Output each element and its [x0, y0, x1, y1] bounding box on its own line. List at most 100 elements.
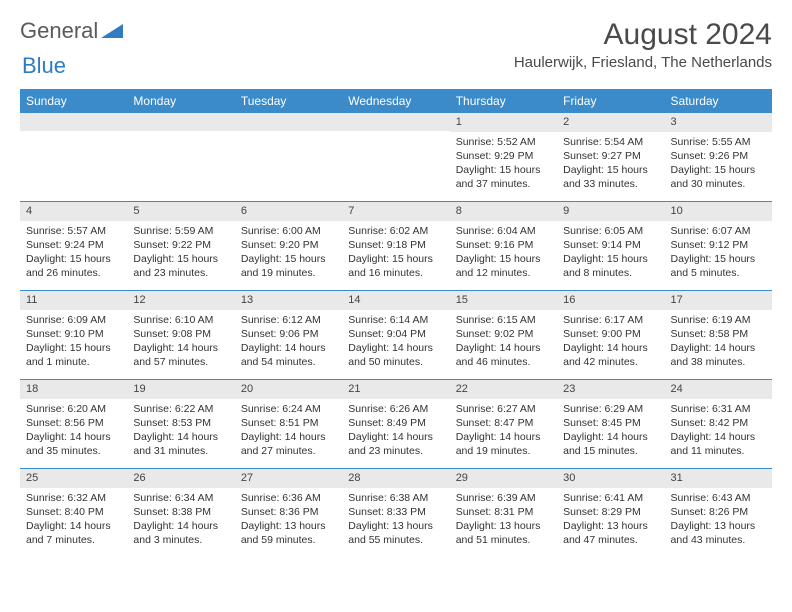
sunrise-text: Sunrise: 5:57 AM — [26, 224, 121, 238]
sunset-text: Sunset: 8:38 PM — [133, 505, 228, 519]
cell-body: Sunrise: 6:24 AMSunset: 8:51 PMDaylight:… — [235, 399, 342, 465]
daylight-text: Daylight: 14 hours and 57 minutes. — [133, 341, 228, 369]
sunrise-text: Sunrise: 6:19 AM — [671, 313, 766, 327]
daylight-text: Daylight: 14 hours and 42 minutes. — [563, 341, 658, 369]
sunset-text: Sunset: 9:06 PM — [241, 327, 336, 341]
logo-text-part2: Blue — [22, 53, 66, 78]
day-number — [235, 113, 342, 131]
sunset-text: Sunset: 9:10 PM — [26, 327, 121, 341]
sunrise-text: Sunrise: 6:07 AM — [671, 224, 766, 238]
sunset-text: Sunset: 8:58 PM — [671, 327, 766, 341]
daylight-text: Daylight: 14 hours and 35 minutes. — [26, 430, 121, 458]
daylight-text: Daylight: 14 hours and 31 minutes. — [133, 430, 228, 458]
calendar-cell: 10Sunrise: 6:07 AMSunset: 9:12 PMDayligh… — [665, 202, 772, 290]
cell-body — [20, 131, 127, 140]
cell-body: Sunrise: 6:02 AMSunset: 9:18 PMDaylight:… — [342, 221, 449, 287]
weeks-container: 1Sunrise: 5:52 AMSunset: 9:29 PMDaylight… — [20, 113, 772, 557]
sunrise-text: Sunrise: 6:39 AM — [456, 491, 551, 505]
calendar-cell: 8Sunrise: 6:04 AMSunset: 9:16 PMDaylight… — [450, 202, 557, 290]
day-number: 22 — [450, 380, 557, 399]
calendar-cell: 18Sunrise: 6:20 AMSunset: 8:56 PMDayligh… — [20, 380, 127, 468]
daylight-text: Daylight: 15 hours and 16 minutes. — [348, 252, 443, 280]
calendar-cell: 9Sunrise: 6:05 AMSunset: 9:14 PMDaylight… — [557, 202, 664, 290]
sunrise-text: Sunrise: 5:55 AM — [671, 135, 766, 149]
calendar-cell: 31 Sunrise: 6:43 AMSunset: 8:26 PMDayligh… — [665, 469, 772, 557]
sunset-text: Sunset: 9:12 PM — [671, 238, 766, 252]
sunrise-text: Sunrise: 6:34 AM — [133, 491, 228, 505]
sunrise-text: Sunrise: 6:24 AM — [241, 402, 336, 416]
sunset-text: Sunset: 8:49 PM — [348, 416, 443, 430]
week-row: 25Sunrise: 6:32 AMSunset: 8:40 PMDayligh… — [20, 469, 772, 557]
sunrise-text: Sunrise: 6:32 AM — [26, 491, 121, 505]
cell-body: Sunrise: 6:39 AMSunset: 8:31 PMDaylight:… — [450, 488, 557, 554]
day-number: 16 — [557, 291, 664, 310]
calendar-cell: 20Sunrise: 6:24 AMSunset: 8:51 PMDayligh… — [235, 380, 342, 468]
calendar-cell: 15Sunrise: 6:15 AMSunset: 9:02 PMDayligh… — [450, 291, 557, 379]
sunrise-text: Sunrise: 5:54 AM — [563, 135, 658, 149]
sunset-text: Sunset: 8:26 PM — [671, 505, 766, 519]
day-number: 2 — [557, 113, 664, 132]
location: Haulerwijk, Friesland, The Netherlands — [514, 54, 772, 71]
day-number: 12 — [127, 291, 234, 310]
cell-body: Sunrise: 6:26 AMSunset: 8:49 PMDaylight:… — [342, 399, 449, 465]
day-header-fri: Friday — [557, 89, 664, 113]
cell-body: Sunrise: 6:04 AMSunset: 9:16 PMDaylight:… — [450, 221, 557, 287]
daylight-text: Daylight: 13 hours and 43 minutes. — [671, 519, 766, 547]
calendar-cell: 21Sunrise: 6:26 AMSunset: 8:49 PMDayligh… — [342, 380, 449, 468]
cell-body: Sunrise: 6:10 AMSunset: 9:08 PMDaylight:… — [127, 310, 234, 376]
daylight-text: Daylight: 14 hours and 3 minutes. — [133, 519, 228, 547]
sunset-text: Sunset: 8:56 PM — [26, 416, 121, 430]
sunset-text: Sunset: 8:47 PM — [456, 416, 551, 430]
day-number: 1 — [450, 113, 557, 132]
calendar-cell: 26Sunrise: 6:34 AMSunset: 8:38 PMDayligh… — [127, 469, 234, 557]
sunset-text: Sunset: 9:22 PM — [133, 238, 228, 252]
sunset-text: Sunset: 8:45 PM — [563, 416, 658, 430]
day-number: 19 — [127, 380, 234, 399]
title-block: August 2024 Haulerwijk, Friesland, The N… — [514, 18, 772, 71]
calendar-cell: 3Sunrise: 5:55 AMSunset: 9:26 PMDaylight… — [665, 113, 772, 201]
day-number: 14 — [342, 291, 449, 310]
day-number: 24 — [665, 380, 772, 399]
day-number: 13 — [235, 291, 342, 310]
daylight-text: Daylight: 14 hours and 15 minutes. — [563, 430, 658, 458]
cell-body: Sunrise: 6:17 AMSunset: 9:00 PMDaylight:… — [557, 310, 664, 376]
sunset-text: Sunset: 9:27 PM — [563, 149, 658, 163]
sunset-text: Sunset: 9:02 PM — [456, 327, 551, 341]
calendar-cell: 13 Sunrise: 6:12 AMSunset: 9:06 PMDayligh… — [235, 291, 342, 379]
daylight-text: Daylight: 14 hours and 46 minutes. — [456, 341, 551, 369]
cell-body: Sunrise: 6:19 AMSunset: 8:58 PMDaylight:… — [665, 310, 772, 376]
day-header-thu: Thursday — [450, 89, 557, 113]
sunrise-text: Sunrise: 6:12 AM — [241, 313, 336, 327]
day-number: 3 — [665, 113, 772, 132]
sunset-text: Sunset: 9:08 PM — [133, 327, 228, 341]
day-number: 31 — [665, 469, 772, 488]
cell-body: Sunrise: 5:59 AMSunset: 9:22 PMDaylight:… — [127, 221, 234, 287]
day-number: 15 — [450, 291, 557, 310]
day-number: 11 — [20, 291, 127, 310]
daylight-text: Daylight: 14 hours and 54 minutes. — [241, 341, 336, 369]
day-number: 30 — [557, 469, 664, 488]
calendar-cell: 6Sunrise: 6:00 AMSunset: 9:20 PMDaylight… — [235, 202, 342, 290]
sunrise-text: Sunrise: 6:29 AM — [563, 402, 658, 416]
cell-body: Sunrise: 6:31 AMSunset: 8:42 PMDaylight:… — [665, 399, 772, 465]
sunset-text: Sunset: 9:29 PM — [456, 149, 551, 163]
week-row: 1Sunrise: 5:52 AMSunset: 9:29 PMDaylight… — [20, 113, 772, 202]
day-number: 21 — [342, 380, 449, 399]
cell-body: Sunrise: 6:32 AMSunset: 8:40 PMDaylight:… — [20, 488, 127, 554]
sunrise-text: Sunrise: 6:26 AM — [348, 402, 443, 416]
sunrise-text: Sunrise: 5:59 AM — [133, 224, 228, 238]
day-number: 23 — [557, 380, 664, 399]
calendar-cell: 5Sunrise: 5:59 AMSunset: 9:22 PMDaylight… — [127, 202, 234, 290]
day-number: 27 — [235, 469, 342, 488]
daylight-text: Daylight: 15 hours and 5 minutes. — [671, 252, 766, 280]
month-title: August 2024 — [514, 18, 772, 52]
calendar-cell: 14Sunrise: 6:14 AMSunset: 9:04 PMDayligh… — [342, 291, 449, 379]
calendar-cell: 11Sunrise: 6:09 AMSunset: 9:10 PMDayligh… — [20, 291, 127, 379]
cell-body: Sunrise: 6:27 AMSunset: 8:47 PMDaylight:… — [450, 399, 557, 465]
cell-body: Sunrise: 6:36 AMSunset: 8:36 PMDaylight:… — [235, 488, 342, 554]
sunset-text: Sunset: 9:16 PM — [456, 238, 551, 252]
day-number — [342, 113, 449, 131]
sunrise-text: Sunrise: 6:43 AM — [671, 491, 766, 505]
sunrise-text: Sunrise: 6:31 AM — [671, 402, 766, 416]
sunrise-text: Sunrise: 6:27 AM — [456, 402, 551, 416]
